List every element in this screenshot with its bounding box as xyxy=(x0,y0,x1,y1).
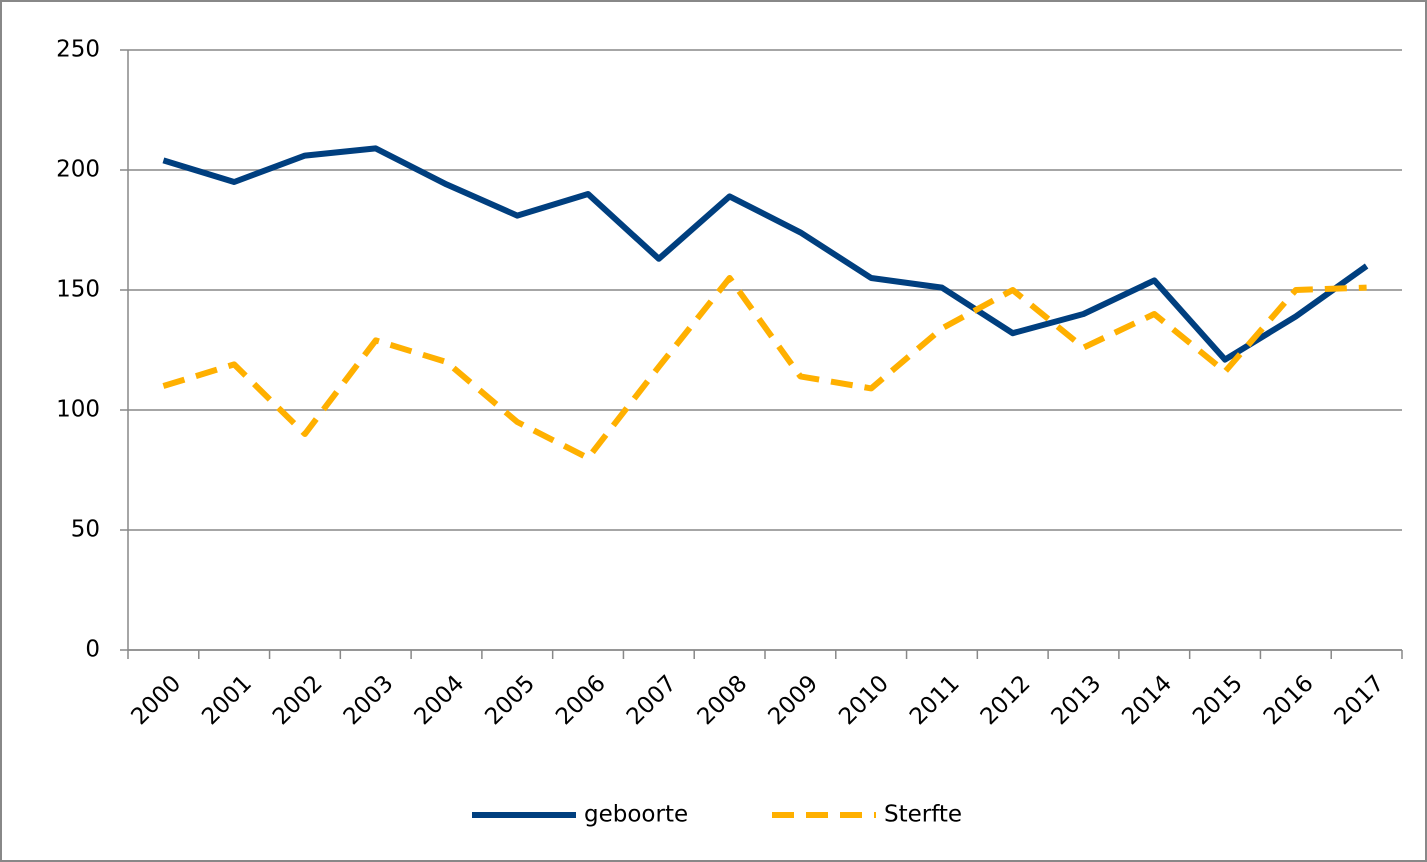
y-tick-label: 250 xyxy=(56,37,100,63)
y-tick-label: 200 xyxy=(56,157,100,183)
line xyxy=(162,275,1367,461)
y-tick-label: 150 xyxy=(56,277,100,303)
line xyxy=(162,145,1369,363)
y-tick-label: 50 xyxy=(71,517,100,543)
y-tick-label: 100 xyxy=(56,397,100,423)
y-tick-label: 0 xyxy=(85,637,100,663)
legend-label: geboorte xyxy=(584,802,688,828)
legend-label: Sterfte xyxy=(884,802,962,828)
